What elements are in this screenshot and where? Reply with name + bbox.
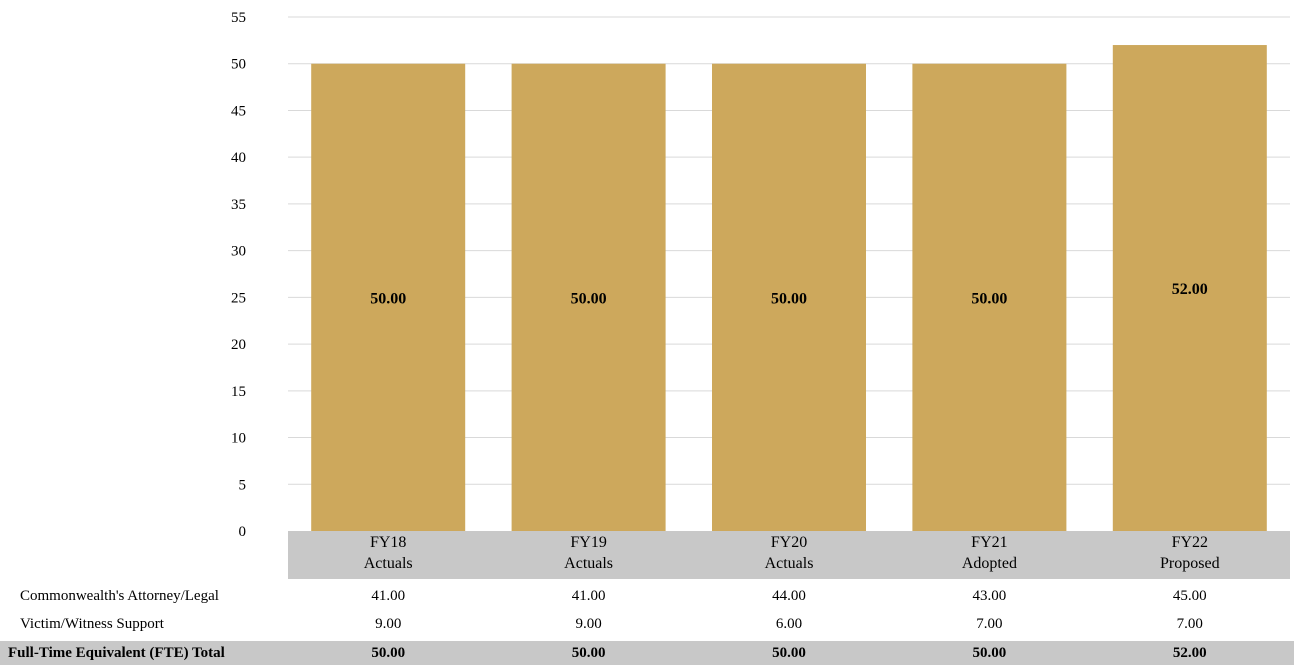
y-axis-ticks: 0 5 10 15 20 25 30 35 40 45 50 55 [231,10,246,540]
bar [511,63,666,532]
y-tick-label: 40 [231,150,246,166]
y-tick-label: 0 [239,524,247,540]
x-category-label: Actuals [564,555,613,572]
table-total-row: Full-Time Equivalent (FTE) Total 50.00 50.… [0,641,1294,665]
x-category-label: Actuals [765,555,814,572]
table-cell: 50.00 [371,645,406,661]
x-axis-categories: FY18 Actuals FY19 Actuals FY20 Actuals FY21 Ado… [364,534,1220,572]
x-category-label: FY22 [1172,534,1208,551]
y-tick-label: 25 [231,290,246,306]
y-tick-label: 30 [231,244,246,260]
y-tick-label: 55 [231,10,246,26]
table-cell: 45.00 [1172,588,1207,604]
y-tick-label: 10 [231,431,246,447]
bar-value-label: 50.00 [370,290,406,307]
x-category-label: FY19 [570,534,606,551]
y-tick-label: 5 [239,477,247,493]
table-cell: 43.00 [972,588,1007,604]
bar [912,63,1067,532]
table-cell: 7.00 [1176,616,1203,632]
table-cell: 9.00 [575,616,602,632]
y-tick-label: 50 [231,57,246,73]
table-cell: 50.00 [571,645,606,661]
table-cell: 50.00 [972,645,1007,661]
table-cell: 9.00 [375,616,402,632]
bars: 50.00 50.00 50.00 50.00 52.00 [311,45,1267,532]
y-tick-label: 15 [231,384,246,400]
category-band [288,531,1290,579]
table-cell: 6.00 [775,616,803,632]
bar-value-label: 52.00 [1172,281,1208,298]
x-category-label: Adopted [962,555,1017,572]
fte-bar-chart: 50.00 50.00 50.00 50.00 52.00 0 5 10 15 20 25 30 35… [231,10,1290,579]
row-label: Commonwealth's Attorney/Legal [20,588,219,604]
x-category-label: Actuals [364,555,413,572]
bar [311,63,466,532]
table-row: Commonwealth's Attorney/Legal 41.00 41.00 4… [0,584,1294,608]
bar [712,63,866,532]
x-category-label: FY18 [370,534,406,551]
table-cell: 41.00 [571,588,606,604]
y-tick-label: 35 [231,197,246,213]
table-cell: 44.00 [772,588,806,604]
table-cell: 50.00 [772,645,806,661]
table-cell: 7.00 [976,616,1003,632]
x-category-label: Proposed [1160,555,1220,572]
table-row: Victim/Witness Support 9.00 9.00 6.00 7.00 7.… [0,612,1294,636]
y-tick-label: 20 [231,337,246,353]
row-label: Full-Time Equivalent (FTE) Total [8,645,225,661]
bar-value-label: 50.00 [571,290,607,307]
bar-value-label: 50.00 [971,290,1007,307]
category-band-rect [288,531,1290,579]
table-cell: 41.00 [371,588,406,604]
table-cell: 52.00 [1172,645,1207,661]
bar-value-label: 50.00 [771,290,807,307]
x-category-label: FY21 [971,534,1007,551]
bar [1112,45,1267,531]
row-label: Victim/Witness Support [20,616,164,632]
x-category-label: FY20 [771,534,807,551]
y-tick-label: 45 [231,103,246,119]
